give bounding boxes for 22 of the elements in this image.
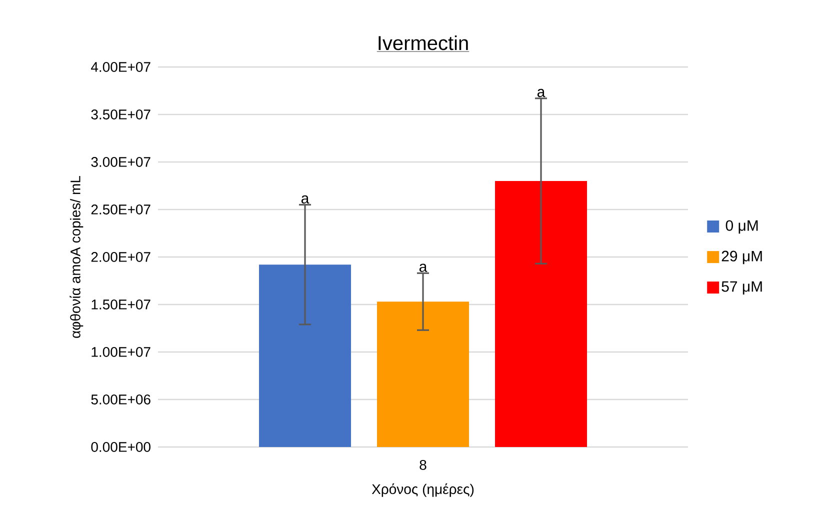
y-axis-title: αφθονία amoA copies/ mL — [70, 176, 84, 338]
bar — [377, 302, 470, 447]
legend-label: 57 μM — [722, 281, 762, 295]
legend-label: 0 μM — [726, 220, 758, 234]
x-axis-title: Χρόνος (ημέρες) — [372, 483, 474, 497]
bar — [495, 180, 588, 447]
bar — [259, 264, 352, 447]
y-tick-label: 1.00E+07 — [92, 347, 150, 357]
chart-title: Ivermectin — [378, 35, 468, 50]
annotation: a — [419, 264, 428, 272]
y-tick-label: 1.50E+07 — [92, 300, 150, 310]
y-tick-label: 4.00E+07 — [91, 62, 150, 72]
x-tick-label: 8 — [420, 460, 426, 470]
y-tick-label: 2.00E+07 — [91, 252, 150, 262]
y-tick-label: 3.50E+07 — [91, 110, 150, 120]
y-tick-label: 5.00E+06 — [91, 394, 150, 404]
y-tick-label: 3.00E+07 — [91, 157, 150, 167]
annotation: a — [537, 88, 546, 98]
annotation: a — [301, 195, 310, 204]
y-tick-label: 0.00E+00 — [91, 442, 150, 452]
y-tick-label: 2.50E+07 — [91, 204, 150, 214]
legend-label: 29 μM — [722, 250, 762, 264]
